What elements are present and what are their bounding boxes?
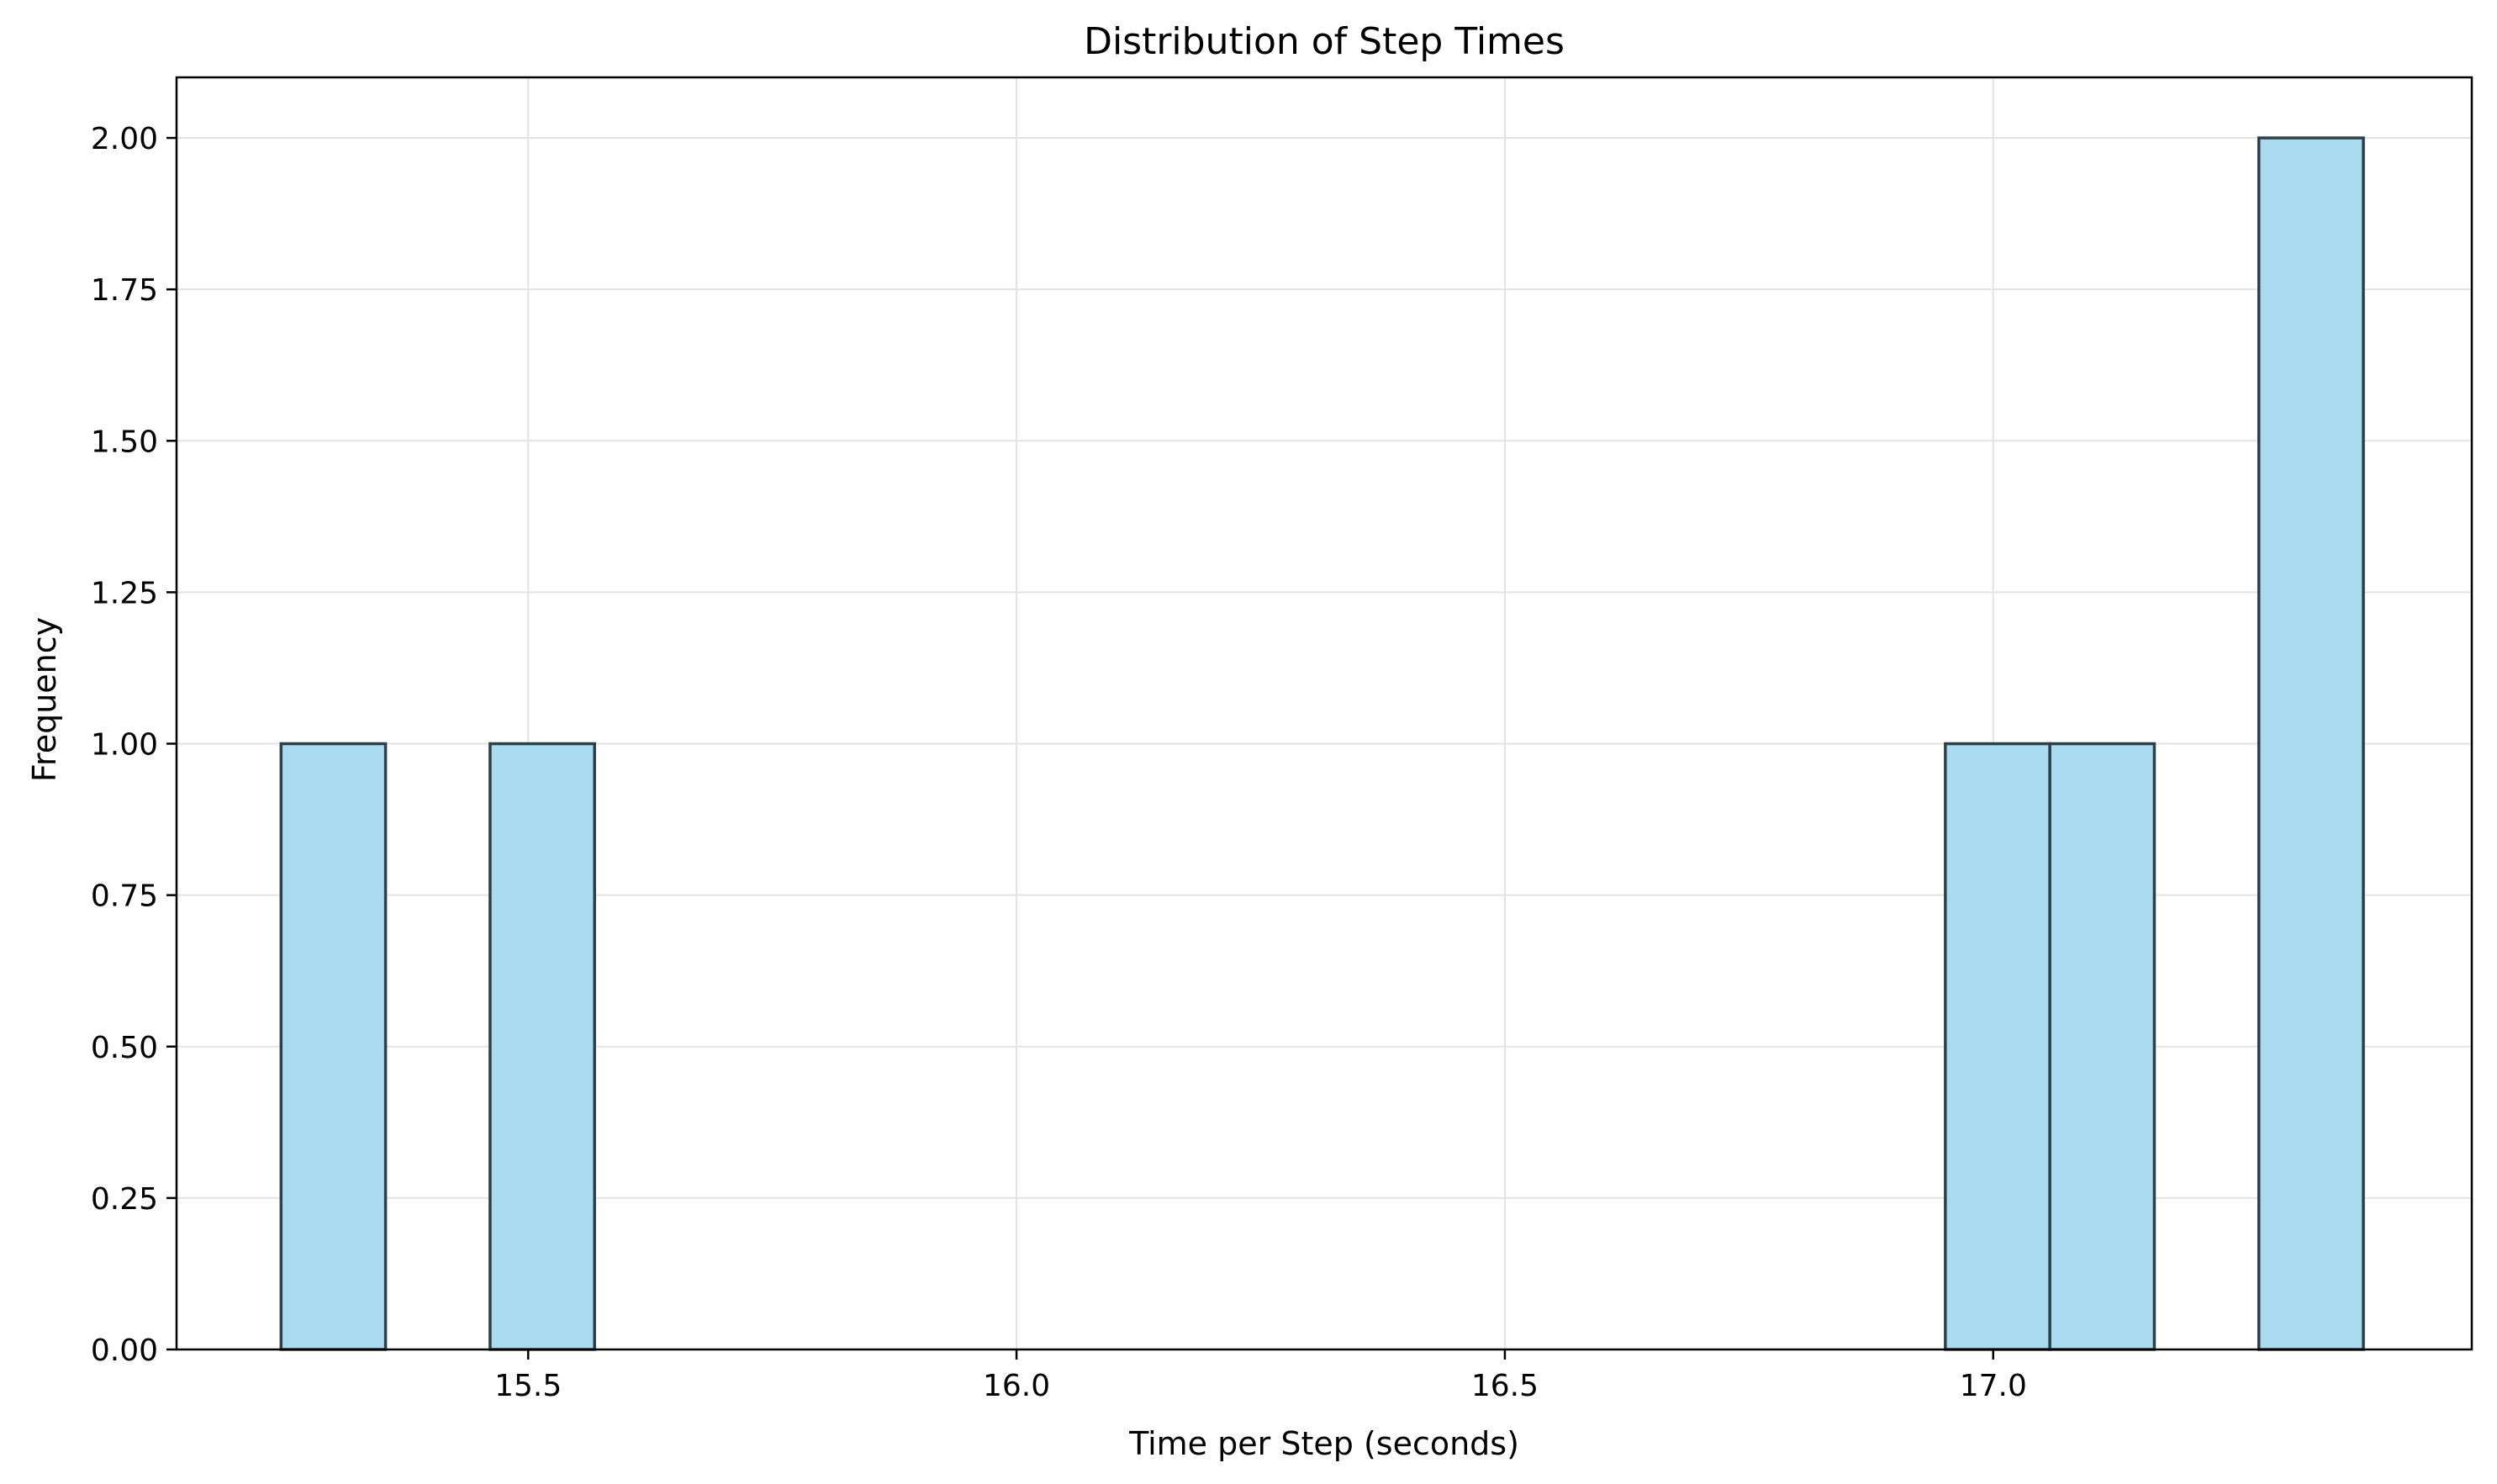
y-axis-label: Frequency	[26, 617, 63, 782]
x-tick-label: 15.5	[494, 1369, 562, 1403]
plot-area-frame	[175, 76, 2473, 1351]
histogram-bar-1	[279, 742, 388, 1351]
y-tick-label: 2.00	[91, 122, 158, 156]
chart-title: Distribution of Step Times	[1084, 20, 1565, 63]
histogram-bar-3	[1944, 742, 2051, 1351]
x-tick-label: 16.5	[1471, 1369, 1539, 1403]
histogram-bar-2	[488, 742, 596, 1351]
y-tick-label: 0.50	[91, 1031, 158, 1065]
y-tick-label: 0.75	[91, 879, 158, 914]
y-axis-ticks: 0.00 0.25 0.50 0.75 1.00 1.25 1.50 1.75 2.00	[91, 122, 177, 1368]
x-axis-ticks: 15.5 16.0 16.5 17.0	[494, 1349, 2027, 1403]
y-tick-label: 0.25	[91, 1182, 158, 1217]
histogram-bar-4	[2048, 742, 2156, 1351]
x-tick-label: 16.0	[983, 1369, 1050, 1403]
x-tick-label: 17.0	[1960, 1369, 2027, 1403]
histogram-bars	[279, 136, 2365, 1351]
y-tick-label: 0.00	[91, 1333, 158, 1368]
y-tick-label: 1.75	[91, 273, 158, 308]
y-tick-label: 1.00	[91, 728, 158, 763]
y-tick-label: 1.50	[91, 425, 158, 459]
x-axis-label: Time per Step (seconds)	[1128, 1425, 1519, 1462]
histogram-bar-5	[2257, 136, 2365, 1351]
y-tick-label: 1.25	[91, 576, 158, 610]
